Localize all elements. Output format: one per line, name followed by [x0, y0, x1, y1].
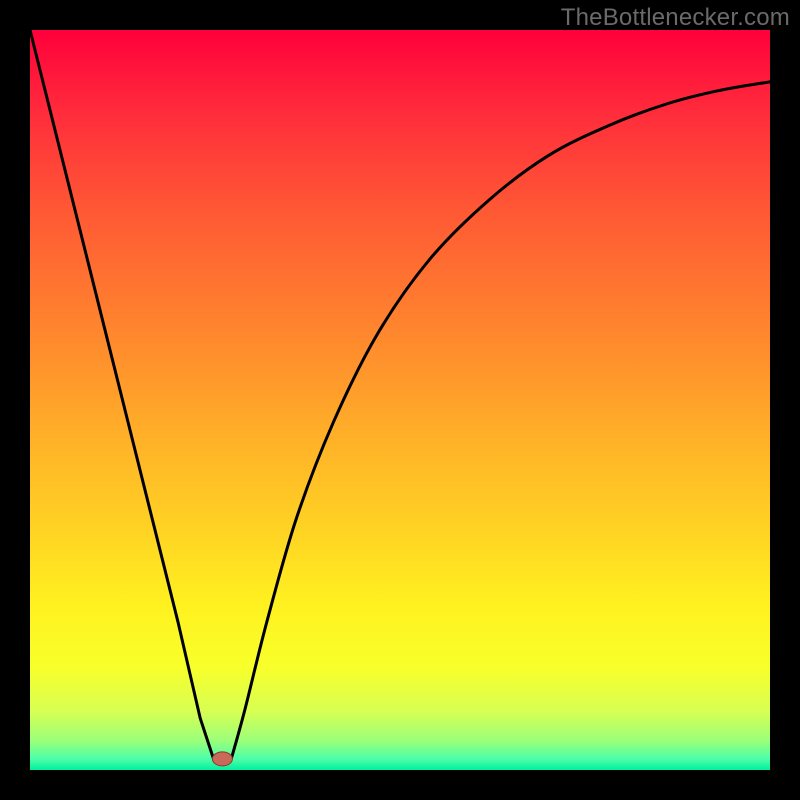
chart-container: TheBottlenecker.com — [0, 0, 800, 800]
watermark-text: TheBottlenecker.com — [561, 4, 790, 32]
curve-layer — [30, 30, 770, 770]
plot-area — [30, 30, 770, 770]
bottleneck-curve — [30, 30, 770, 761]
optimal-marker — [212, 752, 232, 766]
